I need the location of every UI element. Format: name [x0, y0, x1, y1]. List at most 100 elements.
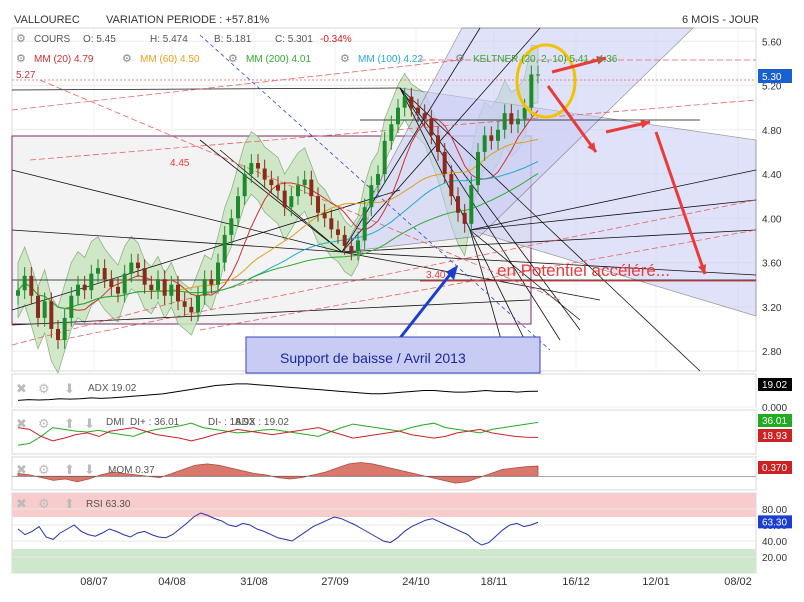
trendlines — [11, 27, 757, 374]
trend-line — [341, 251, 601, 301]
gear-icon[interactable]: ⚙ — [122, 53, 132, 65]
candle-body — [42, 301, 47, 318]
candle-body — [136, 262, 140, 269]
candle-body — [336, 229, 340, 235]
last-value-tag — [758, 378, 792, 391]
candle-body — [202, 279, 207, 296]
y-tick-label: 3.60 — [762, 259, 782, 270]
candle-body — [129, 262, 134, 274]
x-tick-label: 12/01 — [642, 576, 670, 588]
candle-body — [349, 245, 354, 252]
candle-body — [122, 273, 127, 294]
last-value-tag — [758, 429, 792, 442]
arrow-up-icon[interactable]: ⬆ — [64, 496, 75, 511]
adx-label: ADX 19.02 — [88, 383, 137, 394]
candle-body — [169, 284, 174, 296]
candle-body — [262, 168, 267, 180]
close-icon[interactable]: ✖ — [16, 416, 27, 431]
blue-arrow — [398, 271, 454, 339]
gear-icon[interactable]: ⚙ — [16, 53, 26, 65]
candle-body — [289, 196, 294, 208]
adx-line — [17, 383, 539, 401]
gear-icon[interactable]: ⚙ — [38, 381, 50, 396]
gear-icon[interactable]: ⚙ — [16, 33, 26, 45]
last-price-value: 5.30 — [762, 72, 782, 83]
candle-body — [76, 284, 80, 296]
candle-body — [309, 179, 314, 197]
candle-body — [16, 290, 20, 296]
candle-body — [49, 301, 54, 329]
arrow-down-icon[interactable]: ⬇ — [84, 416, 95, 431]
arrow-up-icon[interactable]: ⬆ — [64, 462, 75, 477]
legend-row-2: ⚙ MM (20) 4.79 ⚙ MM (60) 4.50 ⚙ MM (200)… — [16, 53, 618, 65]
gear-icon[interactable]: ⚙ — [455, 53, 465, 65]
trend-line — [11, 87, 401, 91]
arrow-up-icon[interactable]: ⬆ — [64, 416, 75, 431]
candle-body — [36, 295, 40, 318]
candle-body — [196, 295, 200, 313]
last-value-text: 36.01 — [762, 416, 787, 427]
dashed-line — [199, 229, 757, 331]
candle-body — [482, 135, 487, 152]
trend-line — [219, 149, 343, 253]
dmi-minus-label: DI- : 18.93 — [208, 417, 255, 428]
candle-body — [382, 140, 387, 175]
candle-body — [282, 190, 287, 208]
candle-body — [236, 196, 240, 219]
candle-body — [369, 185, 374, 208]
candle-body — [142, 268, 147, 285]
candle-body — [389, 124, 394, 141]
trend-line — [469, 199, 757, 231]
candle-body — [456, 196, 460, 213]
candle-body — [156, 279, 160, 291]
left-value-label: 5.27 — [16, 70, 36, 81]
y-tick-label: 80.00 — [762, 505, 787, 516]
candle-body — [269, 179, 274, 186]
x-tick-label: 24/10 — [402, 576, 430, 588]
candle-body — [302, 179, 307, 186]
red-arrow — [654, 131, 707, 275]
candle-body — [82, 284, 87, 291]
candle-body — [509, 113, 514, 125]
close-icon[interactable]: ✖ — [16, 381, 27, 396]
candle-body — [496, 129, 500, 141]
candle-body — [162, 279, 167, 296]
red-arrow — [551, 56, 607, 74]
potential-label: en Potentiel accéléré... — [497, 261, 670, 280]
candle-body — [462, 212, 467, 224]
trend-line — [341, 251, 757, 276]
red-arrow-head — [640, 119, 650, 129]
gear-icon[interactable]: ⚙ — [38, 496, 50, 511]
highlight-ellipse — [515, 43, 577, 119]
legend-open: O: 5.45 — [83, 34, 116, 45]
gear-icon[interactable]: ⚙ — [228, 53, 238, 65]
candle-body — [22, 275, 27, 291]
adx-header: ✖ ⚙ ⬇ ADX 19.02 — [16, 381, 137, 396]
candle-body — [376, 174, 380, 186]
y-tick-label: 2.80 — [762, 347, 782, 358]
gear-icon[interactable]: ⚙ — [38, 416, 50, 431]
trend-line — [399, 87, 541, 372]
candle-body — [362, 207, 367, 241]
candle-body — [516, 118, 520, 125]
candle-body — [449, 174, 454, 197]
mom-header: ✖ ⚙ ⬆ ⬇ MOM 0.37 — [16, 462, 155, 477]
candle-body — [149, 284, 154, 291]
rsi-label: RSI 63.30 — [86, 499, 131, 510]
legend-close: C: 5.301 — [275, 34, 313, 45]
dashed-line — [199, 34, 551, 351]
gear-icon[interactable]: ⚙ — [340, 53, 350, 65]
dmi-plus-label: DI+ : 36.01 — [130, 417, 180, 428]
arrow-down-icon[interactable]: ⬇ — [84, 462, 95, 477]
candle-body — [402, 96, 407, 108]
trend-line — [399, 87, 561, 341]
candle-body — [422, 113, 427, 119]
dmi-header: ✖ ⚙ ⬆ ⬇ DMI DI+ : 36.01 DI- : 18.93 ADX … — [16, 416, 289, 431]
candle-body — [356, 240, 360, 252]
close-icon[interactable]: ✖ — [16, 462, 27, 477]
last-value-tag — [758, 461, 792, 474]
gear-icon[interactable]: ⚙ — [38, 462, 50, 477]
arrow-down-icon[interactable]: ⬇ — [64, 381, 75, 396]
close-icon[interactable]: ✖ — [16, 496, 27, 511]
price-y-axis: 5.60 5.20 4.80 4.40 4.00 3.60 3.20 2.80 — [762, 37, 782, 358]
